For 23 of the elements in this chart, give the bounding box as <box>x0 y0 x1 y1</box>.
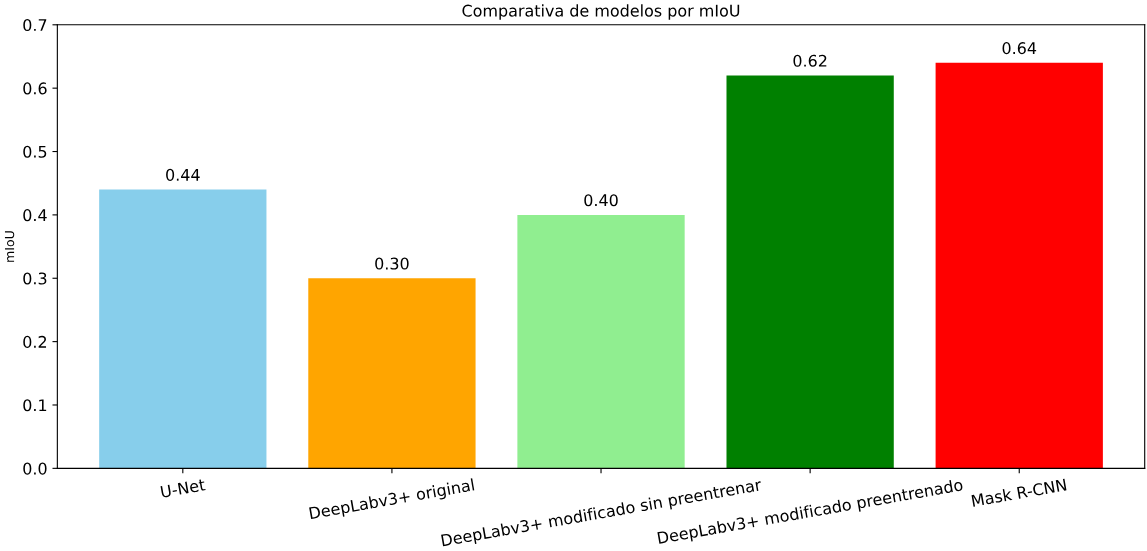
data-label: 0.40 <box>584 194 618 207</box>
y-axis-title: mIoU <box>4 231 15 262</box>
y-tick-label: 0.7 <box>23 19 47 32</box>
x-tick-label: Mask R-CNN <box>971 478 1067 507</box>
y-tick-label: 0.6 <box>23 82 47 95</box>
bar <box>726 75 894 469</box>
y-tick-label: 0.1 <box>23 399 47 412</box>
bar <box>308 278 476 469</box>
data-label: 0.44 <box>166 168 200 181</box>
data-label: 0.62 <box>793 54 827 67</box>
data-label: 0.64 <box>1002 42 1037 55</box>
y-tick-label: 0.2 <box>23 335 47 348</box>
bar <box>99 189 267 469</box>
chart-title: Comparativa de modelos por mIoU <box>462 4 740 20</box>
bar <box>517 214 685 469</box>
bar <box>935 62 1103 469</box>
x-tick-label: U-Net <box>160 478 206 498</box>
y-tick-label: 0.5 <box>23 145 47 158</box>
y-tick-label: 0.3 <box>23 272 47 285</box>
y-tick-label: 0.0 <box>23 462 47 475</box>
data-label: 0.30 <box>375 257 409 270</box>
x-tick-label: DeepLabv3+ original <box>309 478 475 523</box>
y-tick-label: 0.4 <box>23 209 47 222</box>
